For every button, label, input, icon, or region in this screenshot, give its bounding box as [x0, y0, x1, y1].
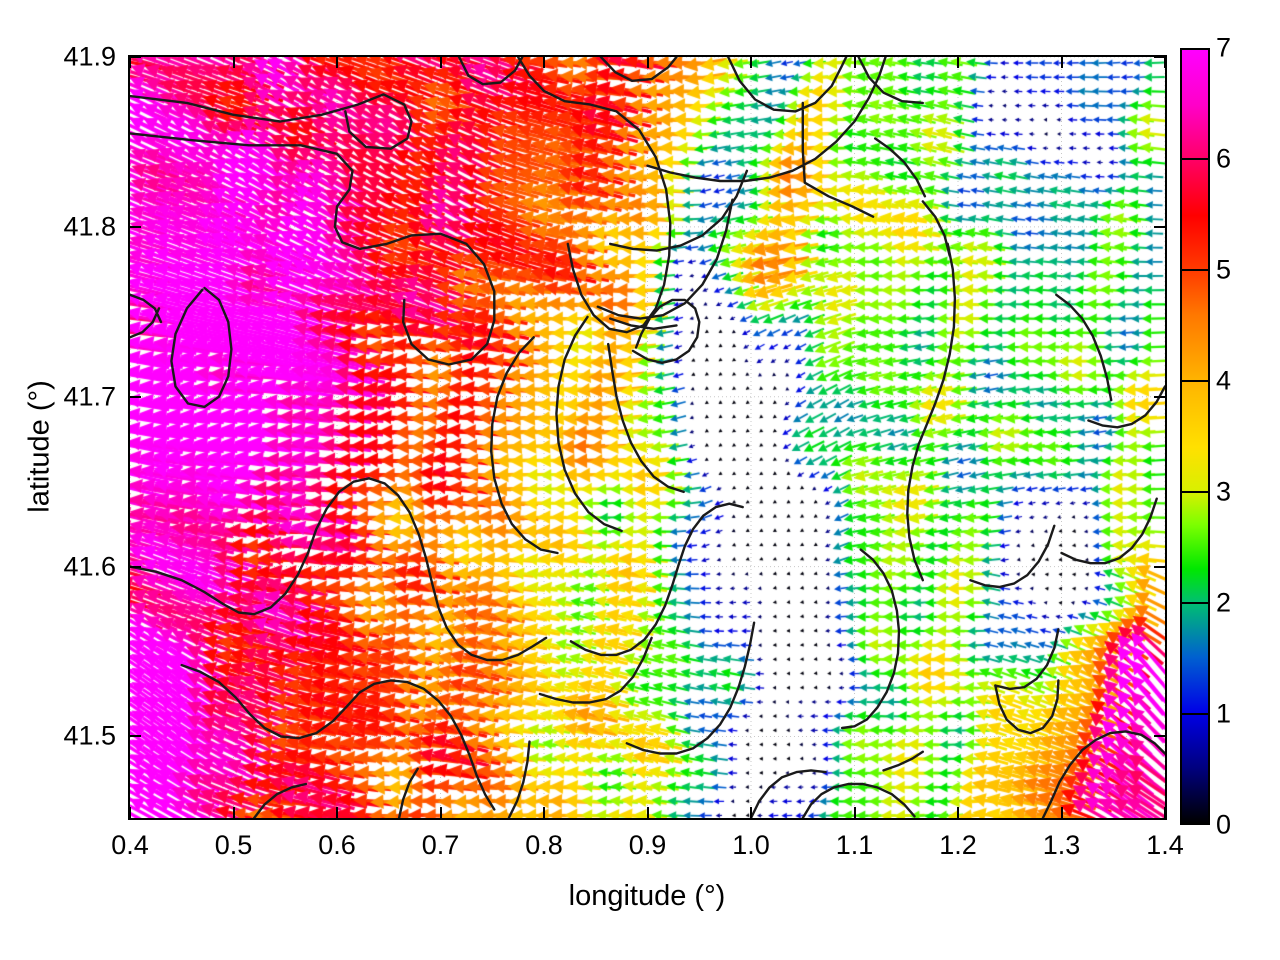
colorbar-tick-label-5: 5 [1216, 254, 1232, 285]
colorbar-tick-3 [1180, 491, 1210, 493]
colorbar-tick-2 [1180, 602, 1210, 604]
x-tick-top-10 [1164, 57, 1166, 68]
y-tick-left-0 [130, 735, 141, 738]
colorbar-tick-5 [1180, 269, 1210, 271]
x-tick-bottom-6 [750, 807, 752, 818]
x-tick-bottom-10 [1164, 807, 1166, 818]
colorbar-tick-label-4: 4 [1216, 365, 1232, 396]
y-tick-left-2 [130, 395, 141, 398]
x-tick-top-0 [129, 57, 131, 68]
y-tick-label-1: 41.6 [63, 551, 116, 582]
x-tick-label-10: 1.4 [1146, 830, 1184, 860]
x-tick-bottom-1 [232, 807, 235, 818]
x-tick-bottom-9 [1060, 807, 1063, 818]
x-tick-top-8 [957, 57, 959, 68]
x-tick-top-2 [336, 57, 338, 68]
x-tick-label-5: 0.9 [628, 830, 667, 860]
y-tick-right-2 [1154, 395, 1165, 398]
colorbar-tick-label-3: 3 [1216, 476, 1232, 507]
x-tick-top-9 [1060, 57, 1063, 68]
x-tick-bottom-0 [129, 807, 131, 818]
y-tick-right-4 [1154, 56, 1165, 58]
x-tick-top-1 [232, 57, 235, 68]
x-tick-label-1: 0.5 [214, 830, 253, 860]
x-tick-bottom-2 [336, 807, 338, 818]
x-tick-label-9: 1.3 [1042, 830, 1081, 860]
colorbar-tick-label-1: 1 [1216, 698, 1232, 729]
x-tick-top-5 [646, 57, 649, 68]
x-tick-top-6 [750, 57, 752, 68]
colorbar-tick-6 [1180, 158, 1210, 160]
y-tick-left-4 [130, 56, 141, 58]
x-tick-top-3 [439, 57, 442, 68]
x-tick-bottom-3 [439, 807, 442, 818]
map-plot-area [128, 55, 1167, 820]
x-tick-bottom-8 [957, 807, 959, 818]
x-tick-top-7 [853, 57, 856, 68]
y-tick-label-4: 41.9 [63, 41, 116, 72]
x-tick-label-8: 1.2 [939, 830, 977, 860]
y-tick-right-3 [1154, 225, 1165, 228]
x-tick-label-7: 1.1 [835, 830, 874, 860]
x-tick-bottom-7 [853, 807, 856, 818]
x-tick-bottom-4 [543, 807, 545, 818]
y-tick-left-1 [130, 565, 141, 568]
x-tick-top-4 [543, 57, 545, 68]
x-tick-label-3: 0.7 [421, 830, 460, 860]
y-tick-right-0 [1154, 735, 1165, 738]
colorbar-tick-1 [1180, 713, 1210, 715]
x-tick-bottom-5 [646, 807, 649, 818]
y-tick-label-3: 41.8 [63, 211, 116, 242]
colorbar-tick-4 [1180, 380, 1210, 382]
y-tick-right-1 [1154, 565, 1165, 568]
colorbar [1180, 48, 1210, 825]
x-tick-label-4: 0.8 [525, 830, 563, 860]
x-tick-label-0: 0.4 [111, 830, 149, 860]
wind-vector-field [130, 57, 1165, 818]
colorbar-tick-label-0: 0 [1216, 809, 1232, 840]
colorbar-tick-label-6: 6 [1216, 143, 1232, 174]
y-tick-label-2: 41.7 [63, 381, 116, 412]
x-axis-title: longitude (°) [568, 880, 726, 912]
colorbar-gradient [1182, 50, 1208, 823]
x-tick-label-6: 1.0 [732, 830, 770, 860]
y-axis-title: latitude (°) [23, 380, 56, 513]
y-tick-label-0: 41.5 [63, 720, 116, 751]
terrain-contour-overlay [130, 57, 1165, 818]
x-tick-label-2: 0.6 [318, 830, 356, 860]
colorbar-tick-label-7: 7 [1216, 32, 1232, 63]
colorbar-tick-label-2: 2 [1216, 587, 1232, 618]
y-tick-left-3 [130, 225, 141, 228]
